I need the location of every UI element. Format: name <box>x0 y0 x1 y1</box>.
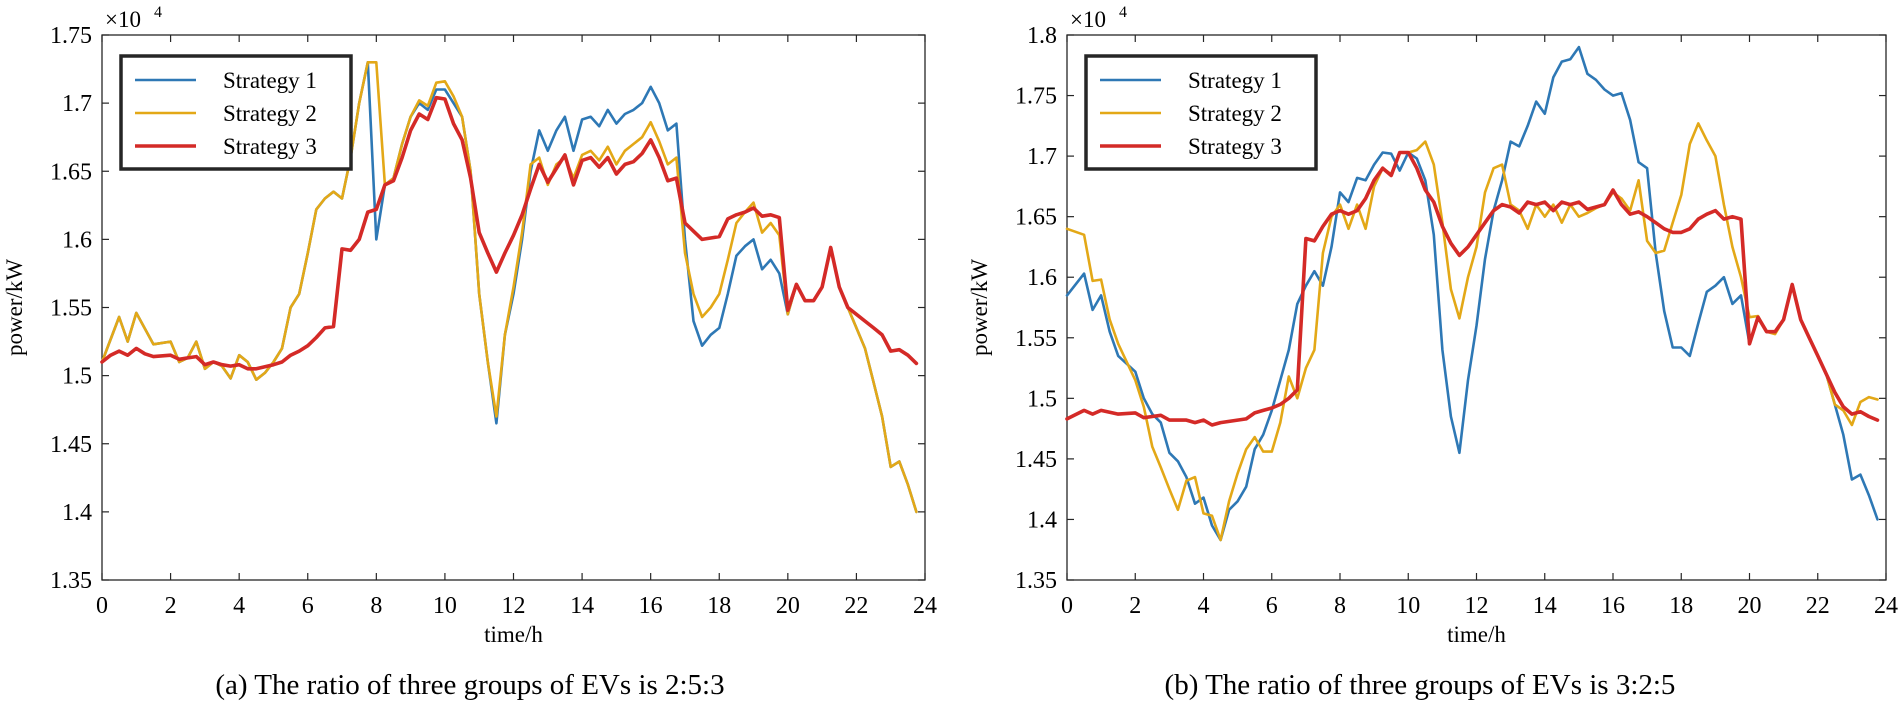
legend-label-strategy-1: Strategy 1 <box>1188 68 1282 93</box>
x-tick-label: 14 <box>570 593 594 619</box>
x-tick-label: 16 <box>1601 593 1625 619</box>
x-tick-label: 14 <box>1533 593 1557 619</box>
y-tick-label: 1.55 <box>50 296 92 322</box>
y-tick-label: 1.7 <box>62 91 92 117</box>
x-tick-label: 24 <box>913 593 937 619</box>
exponent-power: 4 <box>1119 4 1127 21</box>
exponent-power: 4 <box>154 4 162 21</box>
y-tick-label: 1.7 <box>1027 144 1057 170</box>
y-tick-label: 1.75 <box>50 23 92 49</box>
y-tick-label: 1.45 <box>50 432 92 458</box>
y-tick-label: 1.4 <box>1027 507 1057 533</box>
y-tick-label: 1.35 <box>50 568 92 594</box>
caption: (b) The ratio of three groups of EVs is … <box>1165 669 1676 701</box>
x-tick-label: 20 <box>776 593 800 619</box>
legend-label-strategy-3: Strategy 3 <box>1188 134 1282 159</box>
y-axis-label: power/kW <box>967 259 992 356</box>
chart-panel-a: 0 2 4 6 8 10 12 14 16 18 20 22 241.351.41.451.51.551… <box>2 4 937 701</box>
y-tick-label: 1.45 <box>1015 447 1057 473</box>
x-tick-label: 18 <box>707 593 731 619</box>
x-axis-label: time/h <box>484 622 543 647</box>
exponent-label: ×10 <box>105 7 141 32</box>
caption: (a) The ratio of three groups of EVs is … <box>215 669 724 701</box>
x-tick-label: 10 <box>1396 593 1420 619</box>
x-tick-label: 12 <box>502 593 526 619</box>
x-tick-label: 6 <box>302 593 314 619</box>
x-tick-label: 4 <box>233 593 245 619</box>
chart-panel-b: 0 2 4 6 8 10 12 14 16 18 20 22 241.351.41.451.51.551… <box>967 4 1898 701</box>
y-tick-label: 1.6 <box>62 227 92 253</box>
x-tick-label: 8 <box>370 593 382 619</box>
x-tick-label: 0 <box>1061 593 1073 619</box>
legend-label-strategy-3: Strategy 3 <box>223 134 317 159</box>
y-axis-label: power/kW <box>2 259 27 356</box>
x-tick-label: 12 <box>1465 593 1489 619</box>
y-tick-label: 1.4 <box>62 500 92 526</box>
x-tick-label: 8 <box>1334 593 1346 619</box>
legend-label-strategy-2: Strategy 2 <box>1188 101 1282 126</box>
x-tick-label: 24 <box>1874 593 1898 619</box>
x-tick-label: 20 <box>1738 593 1762 619</box>
series-line-strategy-3 <box>100 95 919 371</box>
series-line-strategy-3 <box>1065 150 1880 427</box>
y-tick-label: 1.65 <box>50 159 92 185</box>
y-tick-label: 1.5 <box>62 364 92 390</box>
x-tick-label: 18 <box>1669 593 1693 619</box>
legend: Strategy 1 Strategy 2 Strategy 3 <box>119 54 353 171</box>
y-tick-label: 1.35 <box>1015 568 1057 594</box>
y-tick-label: 1.6 <box>1027 265 1057 291</box>
y-tick-label: 1.8 <box>1027 23 1057 49</box>
x-axis-label: time/h <box>1447 622 1506 647</box>
legend-label-strategy-1: Strategy 1 <box>223 68 317 93</box>
x-tick-label: 4 <box>1198 593 1210 619</box>
legend-label-strategy-2: Strategy 2 <box>223 101 317 126</box>
x-tick-label: 16 <box>639 593 663 619</box>
x-tick-label: 6 <box>1266 593 1278 619</box>
x-tick-label: 2 <box>165 593 177 619</box>
x-tick-label: 22 <box>844 593 868 619</box>
y-tick-label: 1.75 <box>1015 84 1057 110</box>
legend: Strategy 1 Strategy 2 Strategy 3 <box>1084 54 1318 171</box>
x-tick-label: 0 <box>96 593 108 619</box>
x-tick-label: 22 <box>1806 593 1830 619</box>
x-tick-label: 10 <box>433 593 457 619</box>
x-tick-label: 2 <box>1129 593 1141 619</box>
y-tick-label: 1.5 <box>1027 386 1057 412</box>
exponent-label: ×10 <box>1070 7 1106 32</box>
y-tick-label: 1.65 <box>1015 205 1057 231</box>
series-line-strategy-1 <box>1065 45 1879 542</box>
y-tick-label: 1.55 <box>1015 326 1057 352</box>
